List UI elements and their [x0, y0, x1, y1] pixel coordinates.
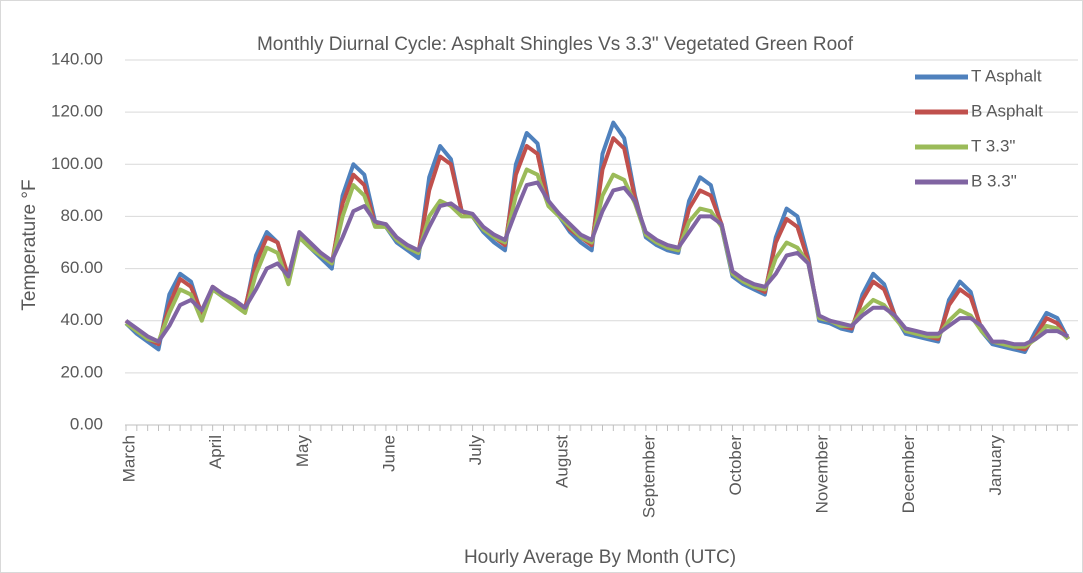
x-tick-label: March — [119, 435, 138, 482]
series-line — [124, 180, 1070, 347]
x-tick-label: November — [813, 435, 832, 514]
x-tick-label: April — [206, 435, 225, 469]
x-tick-label: June — [379, 435, 398, 472]
y-tick-label: 40.00 — [60, 310, 103, 329]
y-tick-label: 0.00 — [70, 414, 103, 433]
y-tick-label: 140.00 — [51, 49, 103, 68]
x-tick-label: January — [986, 435, 1005, 496]
chart-title: Monthly Diurnal Cycle: Asphalt Shingles … — [257, 34, 854, 55]
x-tick-label: December — [899, 435, 918, 514]
y-tick-label: 20.00 — [60, 362, 103, 381]
y-tick-label: 60.00 — [60, 258, 103, 277]
y-tick-label: 100.00 — [51, 154, 103, 173]
legend-label: T Asphalt — [971, 66, 1042, 85]
x-tick-label: September — [639, 435, 658, 518]
legend-label: B Asphalt — [971, 101, 1043, 120]
y-axis-label: Temperature °F — [19, 179, 40, 310]
legend-label: B 3.3" — [971, 171, 1017, 190]
x-tick-label: July — [466, 435, 485, 466]
x-tick-label: May — [293, 435, 312, 468]
y-tick-label: 120.00 — [51, 102, 103, 121]
x-tick-label: August — [553, 435, 572, 488]
x-axis-label: Hourly Average By Month (UTC) — [464, 547, 736, 568]
y-tick-label: 80.00 — [60, 206, 103, 225]
legend-label: T 3.3" — [971, 136, 1015, 155]
x-tick-label: October — [726, 435, 745, 496]
